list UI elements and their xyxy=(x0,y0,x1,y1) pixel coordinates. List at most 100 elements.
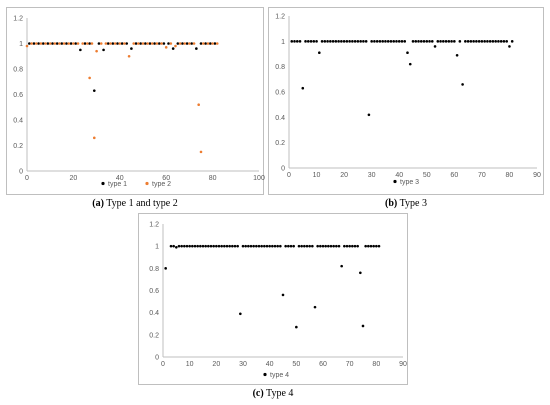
data-point xyxy=(455,53,459,57)
data-point xyxy=(351,244,354,248)
data-point xyxy=(185,244,189,248)
data-point xyxy=(351,40,354,43)
data-point xyxy=(337,244,341,248)
data-point xyxy=(367,244,370,248)
data-point xyxy=(295,325,298,329)
data-point xyxy=(367,113,371,117)
data-point xyxy=(104,42,108,45)
data-point xyxy=(233,244,237,248)
data-point xyxy=(164,267,167,270)
data-point xyxy=(118,42,122,45)
data-point xyxy=(499,40,503,43)
data-point xyxy=(289,244,293,248)
data-point xyxy=(375,40,379,43)
data-point xyxy=(263,244,266,248)
data-point xyxy=(292,244,295,248)
x-tick-label: 80 xyxy=(372,361,380,368)
series-type-1 xyxy=(28,42,217,92)
data-point xyxy=(326,40,329,43)
data-point xyxy=(419,40,423,43)
chart-panel-c: 0 0.2 0.4 0.6 0.8 1 1.2 0 10 20 30 40 50 60 70 80 90 type… xyxy=(138,213,408,385)
data-point xyxy=(408,62,412,66)
chart-b-svg: 0 0.2 0.4 0.6 0.8 1 1.2 0 10 20 30 40 50 60 70 80 90 type… xyxy=(275,14,541,187)
data-point xyxy=(178,42,182,45)
data-point xyxy=(37,42,40,45)
data-point xyxy=(295,40,299,43)
data-point xyxy=(364,244,367,248)
y-tick-label: 1.2 xyxy=(13,16,23,23)
data-point xyxy=(475,40,478,43)
chart-a-svg: 0 0.2 0.4 0.6 0.8 1 1.2 0 20 40 60 80 100 type 1 type … xyxy=(13,16,265,189)
x-tick-label: 20 xyxy=(340,172,348,179)
data-point xyxy=(321,244,325,248)
chart-panel-a: 0 0.2 0.4 0.6 0.8 1 1.2 0 20 40 60 80 100 type 1 type … xyxy=(6,7,265,195)
data-point xyxy=(359,271,362,275)
data-point xyxy=(311,244,314,248)
caption-c-text: Type 4 xyxy=(266,388,294,399)
data-point xyxy=(106,42,110,45)
x-tick-label: 60 xyxy=(162,175,170,182)
data-point xyxy=(364,40,368,43)
data-point xyxy=(62,42,66,45)
data-point xyxy=(386,40,390,43)
data-point xyxy=(190,42,194,45)
data-point xyxy=(316,244,319,248)
data-point xyxy=(99,42,103,45)
data-point xyxy=(309,40,313,43)
data-point xyxy=(324,244,327,248)
data-point xyxy=(162,42,166,45)
data-point xyxy=(353,40,357,43)
data-point xyxy=(79,48,82,52)
x-tick-label: 90 xyxy=(533,172,541,179)
data-point xyxy=(92,89,96,92)
data-point xyxy=(293,40,296,43)
data-point xyxy=(268,244,271,248)
data-point xyxy=(215,244,218,248)
data-point xyxy=(480,40,484,43)
x-tick-label: 80 xyxy=(209,175,217,182)
data-point xyxy=(202,42,205,45)
data-point xyxy=(249,244,253,248)
x-tick-label: 80 xyxy=(506,172,514,179)
data-point xyxy=(217,244,221,248)
legend-marker xyxy=(101,181,105,186)
data-point xyxy=(403,40,407,43)
data-point xyxy=(157,42,161,45)
data-point xyxy=(488,40,492,43)
chart-c-svg: 0 0.2 0.4 0.6 0.8 1 1.2 0 10 20 30 40 50 60 70 80 90 type… xyxy=(149,222,407,380)
y-tick-label: 1 xyxy=(281,39,285,46)
data-point xyxy=(34,42,38,45)
x-tick-label: 90 xyxy=(399,361,407,368)
data-point xyxy=(95,49,98,53)
data-point xyxy=(356,40,360,43)
x-tick-label: 20 xyxy=(212,361,220,368)
caption-c-label: (c) xyxy=(252,388,264,399)
y-tick-label: 0 xyxy=(155,355,159,362)
y-tick-label: 0.2 xyxy=(13,143,23,150)
data-point xyxy=(273,244,277,248)
data-point xyxy=(257,244,261,248)
y-tick-label: 0.6 xyxy=(13,92,23,99)
x-tick-label: 30 xyxy=(239,361,247,368)
chart-panel-b: 0 0.2 0.4 0.6 0.8 1 1.2 0 10 20 30 40 50 60 70 80 90 type… xyxy=(268,7,544,195)
data-point xyxy=(69,42,73,45)
data-point xyxy=(340,40,343,43)
data-point xyxy=(359,40,362,43)
data-point xyxy=(505,40,508,43)
data-point xyxy=(177,244,181,248)
data-point xyxy=(199,42,203,45)
y-tick-label: 1 xyxy=(155,244,159,251)
series-type-4 xyxy=(164,244,381,329)
data-point xyxy=(199,150,203,154)
data-point xyxy=(320,40,324,43)
series-type-3 xyxy=(290,40,514,117)
data-point xyxy=(208,42,212,45)
data-point xyxy=(472,40,475,43)
data-point xyxy=(332,244,335,248)
data-point xyxy=(276,244,279,248)
data-point xyxy=(111,42,115,45)
data-point xyxy=(169,42,173,45)
data-point xyxy=(397,40,401,43)
legend-label: type 3 xyxy=(400,179,419,186)
data-point xyxy=(88,42,91,45)
